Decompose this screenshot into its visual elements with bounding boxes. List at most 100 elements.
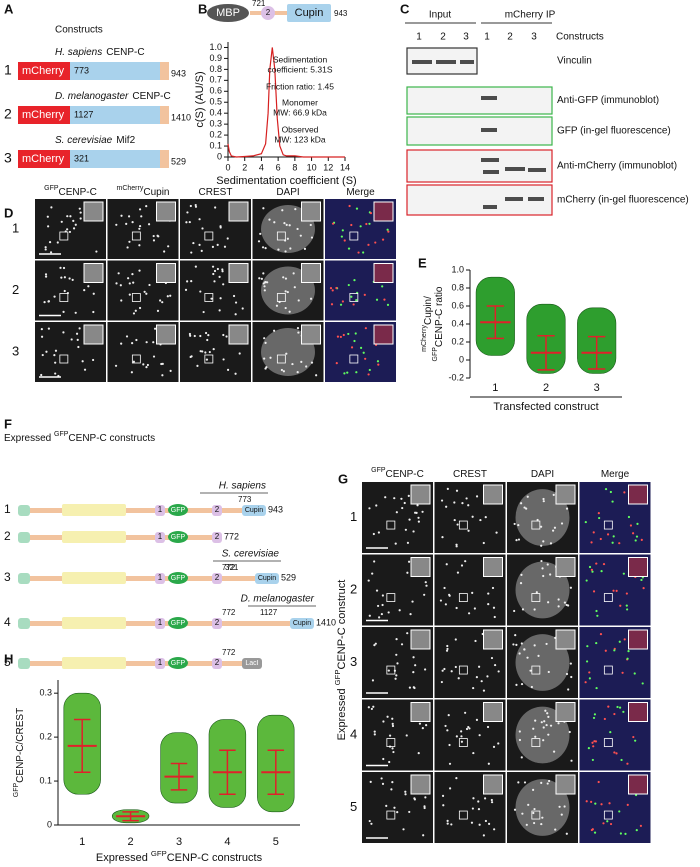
tag-label: mCherry bbox=[22, 65, 65, 77]
punctum bbox=[612, 535, 615, 538]
punctum bbox=[210, 297, 213, 300]
punctum bbox=[373, 644, 376, 647]
roi bbox=[531, 810, 541, 820]
y-tick-label: 0.5 bbox=[209, 97, 222, 107]
punctum bbox=[336, 335, 340, 338]
punctum bbox=[117, 272, 120, 275]
y-tick-label: 0.9 bbox=[209, 53, 222, 63]
punctum bbox=[416, 504, 419, 507]
punctum bbox=[414, 664, 417, 667]
inset bbox=[628, 702, 648, 722]
punctum bbox=[241, 307, 244, 310]
punctum bbox=[47, 327, 50, 330]
punctum bbox=[592, 716, 596, 720]
punctum bbox=[380, 612, 383, 616]
column-header: mCherryCupin bbox=[117, 185, 170, 197]
band bbox=[505, 197, 523, 201]
punctum bbox=[380, 777, 383, 780]
roi bbox=[386, 593, 396, 602]
punctum bbox=[446, 487, 449, 490]
inset bbox=[483, 702, 503, 722]
punctum bbox=[305, 365, 308, 368]
band bbox=[528, 168, 546, 172]
species: D. melanogaster bbox=[55, 91, 129, 102]
punctum bbox=[518, 652, 521, 655]
punctum bbox=[517, 523, 520, 527]
punctum bbox=[362, 351, 365, 354]
punctum bbox=[391, 722, 394, 725]
inset bbox=[83, 201, 104, 222]
punctum bbox=[382, 757, 385, 761]
punctum bbox=[618, 810, 621, 813]
punctum bbox=[536, 518, 539, 522]
punctum bbox=[62, 266, 66, 270]
punctum bbox=[585, 800, 588, 803]
punctum bbox=[449, 787, 452, 790]
motif-label: 1 bbox=[158, 573, 163, 582]
punctum bbox=[548, 779, 551, 783]
cupin-domain bbox=[287, 4, 331, 22]
punctum bbox=[471, 515, 474, 518]
punctum bbox=[264, 341, 267, 345]
y-tick-label: 1.0 bbox=[451, 264, 464, 274]
punctum bbox=[258, 277, 261, 280]
y-tick-label: 0.7 bbox=[209, 75, 222, 85]
inset bbox=[555, 702, 576, 722]
backbone bbox=[30, 661, 242, 666]
punctum bbox=[642, 587, 645, 590]
punctum bbox=[442, 804, 445, 807]
roi bbox=[276, 231, 286, 241]
punctum bbox=[491, 586, 495, 590]
roi bbox=[531, 520, 541, 530]
punctum bbox=[371, 679, 375, 682]
punctum bbox=[625, 592, 628, 595]
punctum bbox=[127, 215, 131, 218]
punctum bbox=[453, 518, 456, 522]
punctum bbox=[604, 487, 608, 491]
punctum bbox=[378, 616, 381, 619]
punctum bbox=[134, 309, 137, 312]
punctum bbox=[484, 819, 488, 823]
residue: 773 bbox=[238, 495, 252, 504]
punctum bbox=[403, 501, 406, 505]
punctum bbox=[631, 532, 635, 535]
punctum bbox=[213, 280, 216, 283]
x-tick-label: 1 bbox=[492, 382, 498, 394]
punctum bbox=[542, 574, 545, 578]
domain bbox=[70, 150, 160, 168]
punctum bbox=[132, 281, 135, 284]
punctum bbox=[518, 730, 521, 733]
text-part: Cupin/ bbox=[423, 296, 434, 325]
punctum bbox=[633, 672, 636, 675]
punctum bbox=[263, 289, 266, 292]
punctum bbox=[60, 276, 63, 279]
punctum bbox=[68, 230, 72, 234]
punctum bbox=[72, 227, 76, 230]
punctum bbox=[396, 810, 399, 814]
species-label: D. melanogaster CENP-C bbox=[55, 91, 171, 102]
punctum bbox=[54, 361, 57, 364]
x-tick-label: 14 bbox=[340, 162, 350, 172]
punctum bbox=[542, 500, 545, 503]
motif bbox=[212, 618, 222, 629]
punctum bbox=[299, 234, 302, 237]
panel-letter: D bbox=[4, 205, 13, 220]
punctum bbox=[400, 497, 403, 500]
roi bbox=[59, 354, 69, 364]
punctum bbox=[487, 822, 491, 825]
punctum bbox=[376, 604, 380, 608]
punctum bbox=[405, 734, 408, 737]
text-part: Expressed bbox=[4, 433, 54, 444]
inset bbox=[555, 484, 576, 505]
punctum bbox=[330, 303, 334, 306]
punctum bbox=[594, 740, 597, 743]
punctum bbox=[445, 649, 449, 652]
punctum bbox=[439, 599, 443, 602]
punctum bbox=[190, 280, 193, 283]
punctum bbox=[417, 520, 420, 523]
y-tick-label: -0.2 bbox=[448, 372, 464, 382]
punctum bbox=[381, 782, 385, 785]
punctum bbox=[448, 743, 451, 747]
punctum bbox=[262, 272, 265, 275]
tag bbox=[18, 62, 70, 80]
